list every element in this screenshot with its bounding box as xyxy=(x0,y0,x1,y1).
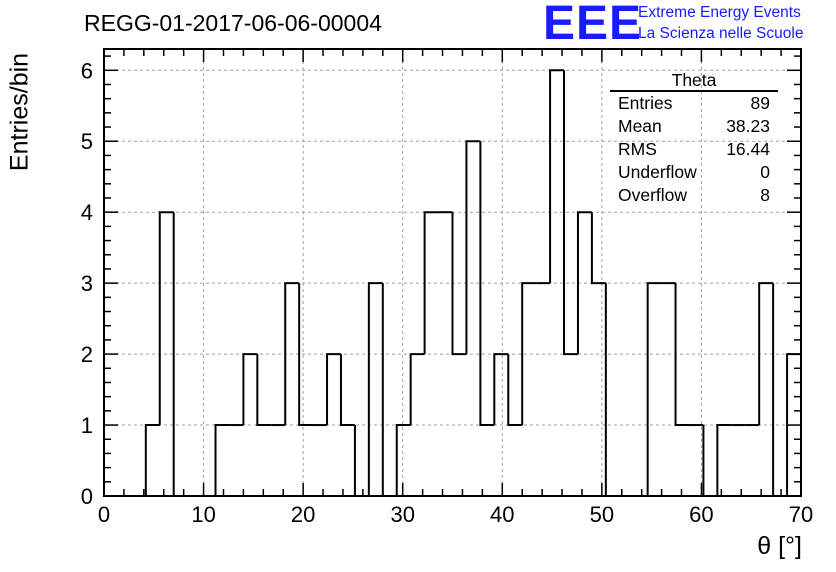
chart-title: REGG-01-2017-06-06-00004 xyxy=(84,10,382,36)
stats-label: RMS xyxy=(618,139,657,159)
logo-caption-line1: Extreme Energy Events xyxy=(638,4,801,21)
histogram-bin-36 xyxy=(604,283,620,497)
stats-label: Mean xyxy=(618,116,662,136)
stats-row-overflow: Overflow 8 xyxy=(610,184,778,207)
y-tick-label: 1 xyxy=(81,413,93,438)
plot-frame xyxy=(103,48,802,497)
x-tick-label: 70 xyxy=(789,502,813,527)
histogram-bin-29 xyxy=(507,354,523,427)
y-tick-label: 2 xyxy=(81,342,93,367)
histogram-bin-35 xyxy=(590,212,606,285)
stats-value: 0 xyxy=(760,162,770,182)
histogram-bin-34 xyxy=(576,211,592,355)
stats-box: Theta Entries 89 Mean 38.23 RMS 16.44 Un… xyxy=(610,70,778,207)
logo-caption-line2: La Scienza nelle Scuole xyxy=(638,25,804,42)
x-tick-label: 60 xyxy=(689,502,713,527)
stats-value: 38.23 xyxy=(726,116,770,136)
histogram-bin-44 xyxy=(716,424,732,496)
stats-value: 16.44 xyxy=(726,139,770,159)
stats-row-underflow: Underflow 0 xyxy=(610,161,778,184)
histogram-bin-19 xyxy=(367,282,383,496)
x-tick-label: 50 xyxy=(590,502,614,527)
histogram-bin-3 xyxy=(144,424,160,496)
y-tick-label: 3 xyxy=(81,271,93,296)
eee-logo: EEE xyxy=(543,0,643,50)
histogram-bin-30 xyxy=(521,282,537,426)
x-axis-label: θ [°] xyxy=(757,532,802,560)
stats-row-rms: RMS 16.44 xyxy=(610,138,778,161)
stats-title: Theta xyxy=(610,70,778,92)
histogram-bin-48 xyxy=(772,283,788,497)
histogram-bin-41 xyxy=(674,283,690,427)
histogram-bin-16 xyxy=(326,353,341,426)
plot-border xyxy=(103,48,802,497)
x-tick-label: 20 xyxy=(291,502,315,527)
x-tick-label: 10 xyxy=(191,502,215,527)
histogram-bin-27 xyxy=(479,141,495,427)
histogram-bin-10 xyxy=(242,353,258,426)
histogram-bin-47 xyxy=(758,282,774,426)
histogram-bin-22 xyxy=(409,353,425,426)
histogram-bin-28 xyxy=(493,353,509,426)
y-tick-label: 5 xyxy=(81,129,93,154)
histogram-bin-5 xyxy=(172,212,188,497)
stats-label: Underflow xyxy=(618,162,697,182)
stats-value: 8 xyxy=(760,185,770,205)
stats-label: Overflow xyxy=(618,185,688,205)
histogram-bin-18 xyxy=(353,425,369,497)
y-tick-label: 6 xyxy=(81,58,93,83)
histogram-bin-21 xyxy=(395,424,411,496)
stats-label: Entries xyxy=(618,93,673,113)
axis-ticks xyxy=(103,49,802,497)
histogram-bin-25 xyxy=(451,212,467,356)
histogram-bin-20 xyxy=(381,283,397,497)
y-tick-label: 0 xyxy=(81,484,93,509)
x-tick-label: 40 xyxy=(490,502,514,527)
histogram-bin-8 xyxy=(214,424,230,496)
y-axis-label: Entries/bin xyxy=(5,52,34,172)
histogram-bin-14 xyxy=(298,283,314,427)
histogram-bin-11 xyxy=(256,354,272,427)
x-tick-label: 0 xyxy=(98,502,110,527)
histogram-bin-43 xyxy=(702,425,718,497)
histogram-bin-39 xyxy=(646,282,662,496)
stats-row-mean: Mean 38.23 xyxy=(610,115,778,138)
axis-tick-labels: 0 10 20 30 40 50 60 70 0 1 2 3 4 5 6 xyxy=(81,58,813,527)
histogram-bin-33 xyxy=(563,70,578,356)
stats-value: 89 xyxy=(750,93,770,113)
histogram-bin-4 xyxy=(158,211,174,426)
x-tick-label: 30 xyxy=(390,502,414,527)
y-tick-label: 4 xyxy=(81,200,93,225)
histogram-bin-17 xyxy=(339,354,355,427)
stats-row-entries: Entries 89 xyxy=(610,92,778,115)
histogram-bin-13 xyxy=(284,282,300,426)
histogram-bin-26 xyxy=(465,140,481,355)
histogram-bin-23 xyxy=(423,211,439,355)
histogram-bin-32 xyxy=(549,69,565,284)
